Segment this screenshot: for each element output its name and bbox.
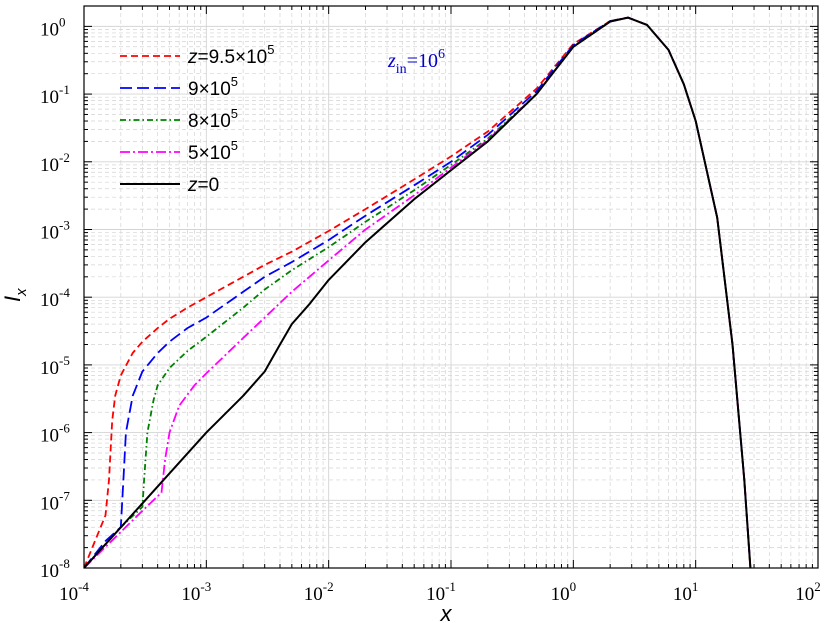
y-tick-label: 100 (40, 14, 66, 40)
series-line-4 (84, 16, 752, 568)
x-tick-label: 10-4 (59, 579, 89, 605)
plot-frame (83, 5, 819, 569)
x-tick-label: 101 (673, 579, 699, 605)
legend: z=9.5×105 9×105 8×105 5×105 z=0 (120, 42, 274, 196)
x-tick-label: 10-1 (426, 579, 456, 605)
series-line-5 (84, 16, 752, 568)
y-tick-label: 10-2 (40, 150, 70, 176)
legend-label-5: z=0 (187, 175, 219, 196)
series-layer (84, 16, 752, 568)
y-tick-label: 10-7 (40, 488, 70, 514)
series-line-2 (84, 16, 752, 568)
legend-label-1: z=9.5×105 (187, 42, 274, 68)
series-line-3 (84, 16, 752, 568)
y-tick-label: 10-5 (40, 353, 70, 379)
y-axis-title-sub: x (13, 288, 30, 297)
annotation-z-in: zin=106 (387, 47, 445, 77)
x-tick-label: 100 (551, 579, 577, 605)
y-tick-label: 10-1 (40, 82, 70, 108)
y-axis-title-main: I (0, 296, 25, 302)
tick-labels: 10-4 10-3 10-2 10-1 100 101 102 10-8 10-7 10-6 10-… (40, 14, 821, 605)
y-tick-label: 10-4 (40, 285, 70, 311)
legend-label-3: 8×105 (188, 106, 238, 132)
y-axis-title: Ix (0, 288, 30, 302)
y-tick-label: 10-6 (40, 421, 70, 447)
y-tick-label: 10-3 (40, 217, 70, 243)
x-tick-label: 10-3 (181, 579, 211, 605)
legend-label-4: 5×105 (188, 138, 238, 164)
y-tick-label: 10-8 (40, 556, 70, 582)
x-tick-label: 10-2 (304, 579, 334, 605)
legend-label-2: 9×105 (188, 74, 238, 100)
x-axis-title: x (440, 601, 453, 623)
x-tick-label: 102 (795, 579, 821, 605)
series-line-1 (84, 16, 752, 568)
